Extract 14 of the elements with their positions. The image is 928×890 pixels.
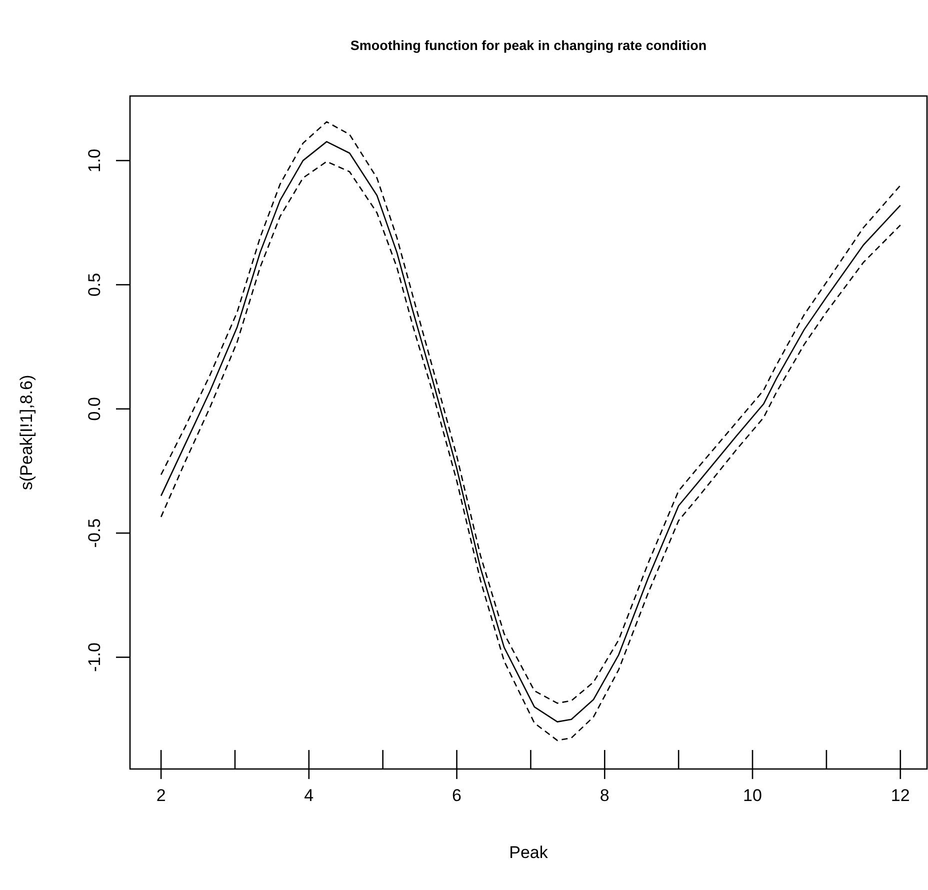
x-tick-label: 8 <box>600 786 610 805</box>
x-tick-label: 2 <box>156 786 166 805</box>
x-tick-label: 12 <box>890 786 910 805</box>
x-tick-label: 10 <box>743 786 762 805</box>
y-tick-label: 0.0 <box>85 397 104 421</box>
y-axis-title: s(Peak[I!1],8.6) <box>17 374 36 490</box>
y-tick-label: -1.0 <box>85 642 104 672</box>
chart-title: Smoothing function for peak in changing rate condition <box>350 38 707 53</box>
y-tick-label: -0.5 <box>85 518 104 548</box>
x-axis-title: Peak <box>509 843 548 862</box>
y-tick-label: 0.5 <box>85 272 104 297</box>
y-tick-label: 1.0 <box>85 148 104 172</box>
x-tick-label: 6 <box>452 786 462 805</box>
x-tick-label: 4 <box>304 786 314 805</box>
